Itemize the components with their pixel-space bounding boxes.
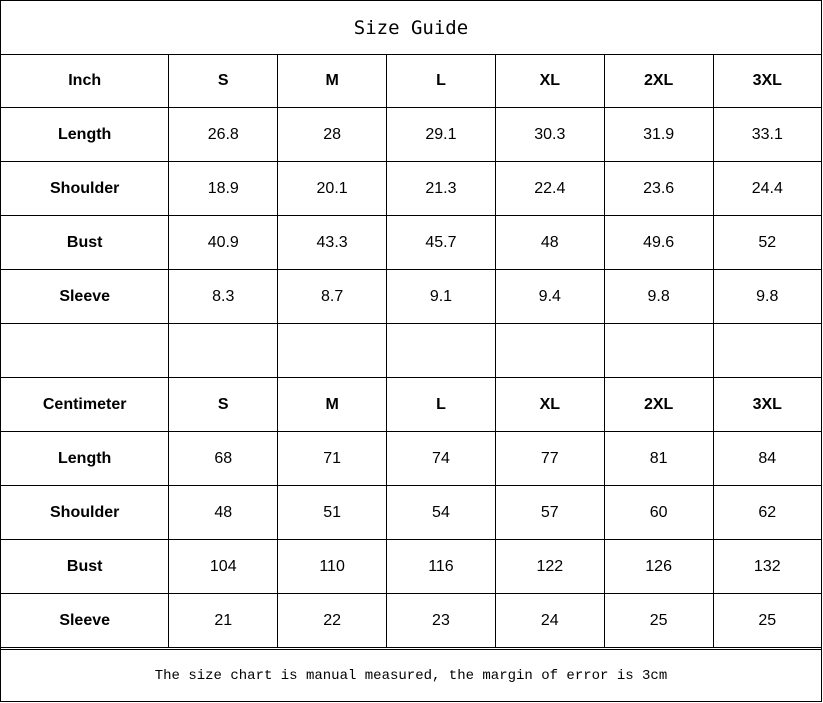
row-label: Sleeve bbox=[1, 593, 170, 648]
table-cell: 49.6 bbox=[603, 215, 714, 270]
table-cell: 8.3 bbox=[168, 269, 279, 324]
row-label: Sleeve bbox=[1, 269, 170, 324]
table-cell: 24.4 bbox=[712, 161, 821, 216]
size-header: XL bbox=[494, 377, 605, 432]
row-label: Inch bbox=[1, 54, 170, 108]
table-cell: 21 bbox=[168, 593, 279, 648]
table-cell: 116 bbox=[386, 539, 496, 594]
size-header: 2XL bbox=[603, 377, 714, 432]
table-row: Bust 104 110 116 122 126 132 bbox=[1, 539, 821, 594]
size-header: S bbox=[168, 377, 279, 432]
size-header: L bbox=[386, 377, 496, 432]
table-cell: 51 bbox=[277, 485, 388, 540]
table-cell: 31.9 bbox=[603, 107, 714, 162]
row-label: Shoulder bbox=[1, 161, 170, 216]
row-label: Centimeter bbox=[1, 377, 170, 432]
table-cell: 60 bbox=[603, 485, 714, 540]
spacer-row bbox=[1, 323, 821, 378]
table-cell: 18.9 bbox=[168, 161, 279, 216]
table-cell: 126 bbox=[603, 539, 714, 594]
table-cell: 25 bbox=[603, 593, 714, 648]
table-cell: 122 bbox=[494, 539, 605, 594]
size-header: 3XL bbox=[712, 377, 821, 432]
table-cell: 40.9 bbox=[168, 215, 279, 270]
table-row: Shoulder 18.9 20.1 21.3 22.4 23.6 24.4 bbox=[1, 161, 821, 216]
table-cell: 25 bbox=[712, 593, 821, 648]
table-cell bbox=[386, 323, 496, 378]
row-label: Bust bbox=[1, 539, 170, 594]
table-cell: 71 bbox=[277, 431, 388, 486]
table-cell bbox=[168, 323, 279, 378]
table-cell: 20.1 bbox=[277, 161, 388, 216]
table-cell: 22 bbox=[277, 593, 388, 648]
table-cell: 9.8 bbox=[603, 269, 714, 324]
table-row: Sleeve 8.3 8.7 9.1 9.4 9.8 9.8 bbox=[1, 269, 821, 324]
size-table: Inch S M L XL 2XL 3XL Length 26.8 28 29.1 30.3 31.9 3… bbox=[1, 54, 821, 648]
size-header: 3XL bbox=[712, 54, 821, 108]
row-label: Shoulder bbox=[1, 485, 170, 540]
table-cell bbox=[277, 323, 388, 378]
table-cell bbox=[603, 323, 714, 378]
table-cell: 28 bbox=[277, 107, 388, 162]
table-row: Bust 40.9 43.3 45.7 48 49.6 52 bbox=[1, 215, 821, 270]
table-row: Sleeve 21 22 23 24 25 25 bbox=[1, 593, 821, 648]
table-cell: 132 bbox=[712, 539, 821, 594]
table-cell: 110 bbox=[277, 539, 388, 594]
table-cell: 74 bbox=[386, 431, 496, 486]
table-row: Shoulder 48 51 54 57 60 62 bbox=[1, 485, 821, 540]
size-header: L bbox=[386, 54, 496, 108]
table-row: Length 68 71 74 77 81 84 bbox=[1, 431, 821, 486]
table-cell: 68 bbox=[168, 431, 279, 486]
table-cell: 29.1 bbox=[386, 107, 496, 162]
table-cell: 45.7 bbox=[386, 215, 496, 270]
table-cell bbox=[712, 323, 821, 378]
size-header: M bbox=[277, 54, 388, 108]
size-header: XL bbox=[494, 54, 605, 108]
size-header: M bbox=[277, 377, 388, 432]
table-cell: 26.8 bbox=[168, 107, 279, 162]
table-cell: 104 bbox=[168, 539, 279, 594]
table-cell: 77 bbox=[494, 431, 605, 486]
row-label: Length bbox=[1, 431, 170, 486]
table-cell: 22.4 bbox=[494, 161, 605, 216]
size-header: 2XL bbox=[603, 54, 714, 108]
table-cell: 48 bbox=[168, 485, 279, 540]
table-cell: 24 bbox=[494, 593, 605, 648]
table-cell: 9.4 bbox=[494, 269, 605, 324]
table-cell: 62 bbox=[712, 485, 821, 540]
row-label bbox=[1, 323, 170, 378]
table-cell: 30.3 bbox=[494, 107, 605, 162]
table-cell: 52 bbox=[712, 215, 821, 270]
table-row: Length 26.8 28 29.1 30.3 31.9 33.1 bbox=[1, 107, 821, 162]
table-cell: 9.1 bbox=[386, 269, 496, 324]
table-cell: 48 bbox=[494, 215, 605, 270]
table-cell: 21.3 bbox=[386, 161, 496, 216]
table-cell: 81 bbox=[603, 431, 714, 486]
table-cell: 23 bbox=[386, 593, 496, 648]
size-header: S bbox=[168, 54, 279, 108]
table-cell bbox=[494, 323, 605, 378]
table-cell: 33.1 bbox=[712, 107, 821, 162]
footer-note: The size chart is manual measured, the m… bbox=[1, 649, 821, 702]
table-cell: 84 bbox=[712, 431, 821, 486]
row-label: Bust bbox=[1, 215, 170, 270]
centimeter-header-row: Centimeter S M L XL 2XL 3XL bbox=[1, 377, 821, 432]
inch-header-row: Inch S M L XL 2XL 3XL bbox=[1, 54, 821, 108]
table-cell: 23.6 bbox=[603, 161, 714, 216]
table-cell: 9.8 bbox=[712, 269, 821, 324]
table-cell: 43.3 bbox=[277, 215, 388, 270]
table-cell: 57 bbox=[494, 485, 605, 540]
table-cell: 8.7 bbox=[277, 269, 388, 324]
page-title: Size Guide bbox=[1, 1, 821, 55]
table-cell: 54 bbox=[386, 485, 496, 540]
row-label: Length bbox=[1, 107, 170, 162]
